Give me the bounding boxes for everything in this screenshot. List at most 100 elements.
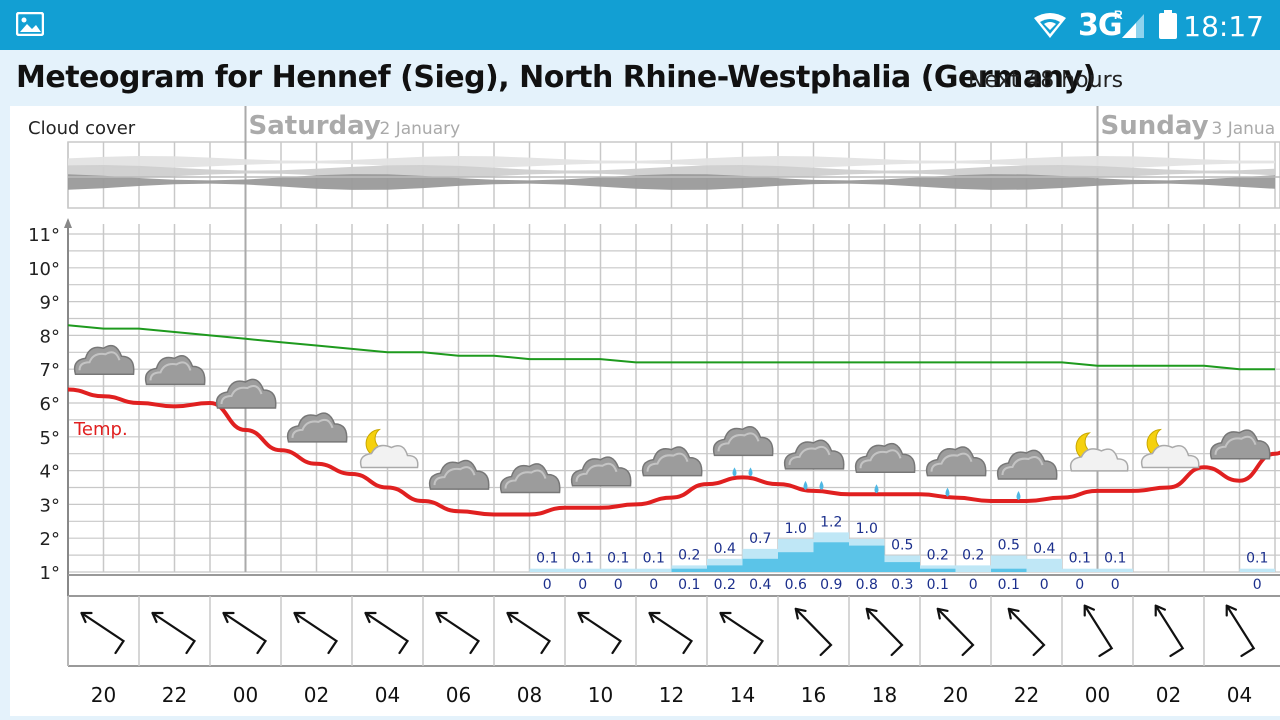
raindrop-icon	[874, 484, 879, 494]
day-name-label: Sunday	[1101, 111, 1209, 141]
y-axis-arrow	[64, 218, 72, 228]
image-icon	[16, 12, 44, 36]
weather-symbol	[783, 439, 845, 490]
precip-min-label: 0	[1111, 577, 1120, 593]
wind-arrow	[364, 611, 410, 655]
weather-symbol	[428, 459, 490, 490]
wind-arrow	[80, 611, 126, 655]
dewpoint-line	[67, 324, 1275, 371]
cloud-icon	[854, 442, 916, 474]
y-tick-label: 7°	[40, 360, 60, 381]
wind-arrow	[648, 611, 694, 655]
precip-max-bar	[1062, 568, 1098, 572]
hour-label: 10	[588, 683, 613, 707]
raindrop-icon	[1016, 491, 1021, 501]
wind-arrow	[1007, 607, 1046, 657]
cloud-cover-label: Cloud cover	[28, 118, 136, 139]
precip-max-label: 0.1	[572, 551, 594, 567]
network-type: 3G	[1078, 8, 1122, 43]
precip-max-label: 1.0	[785, 521, 807, 537]
precip-min-bar	[884, 562, 920, 572]
day-date-label: 3 Janua	[1212, 119, 1276, 139]
cloud-icon	[641, 446, 703, 477]
wind-arrow	[577, 611, 623, 655]
precip-max-label: 0.1	[643, 551, 665, 567]
cloud-icon	[73, 344, 135, 375]
meteogram-panel: Saturday 2 January Sunday 3 Janua Cloud cove…	[0, 106, 1280, 720]
hour-label: 00	[1085, 683, 1110, 707]
cloud-cover-band	[68, 174, 1275, 190]
weather-symbol	[1069, 432, 1129, 472]
precip-max-bar	[529, 568, 565, 572]
cloud-icon	[1140, 444, 1200, 469]
raindrop-icon	[945, 487, 950, 497]
hour-label: 18	[872, 683, 897, 707]
cloud-icon	[712, 425, 774, 457]
precip-max-bar	[991, 555, 1027, 572]
wind-arrow	[794, 607, 833, 657]
precip-min-label: 0	[543, 577, 552, 593]
precip-min-bar	[671, 568, 707, 572]
precip-min-bar	[707, 565, 743, 572]
wind-arrow	[435, 611, 481, 655]
weather-symbol	[73, 344, 135, 375]
weather-symbol	[1140, 428, 1200, 469]
precip-min-bar	[813, 542, 849, 572]
cloud-icon	[996, 449, 1058, 480]
roaming-indicator: R	[1114, 8, 1123, 22]
wind-arrow	[936, 607, 975, 657]
signal-icon	[1122, 14, 1144, 38]
precip-min-bar	[778, 552, 814, 572]
precip-min-label: 0	[1040, 577, 1049, 593]
hour-label: 22	[1014, 683, 1039, 707]
temperature-label: Temp.	[73, 419, 128, 440]
precip-min-label: 0.1	[998, 577, 1020, 593]
y-tick-label: 10°	[28, 259, 60, 280]
precip-min-label: 0.6	[785, 577, 807, 593]
y-tick-label: 5°	[40, 428, 60, 449]
precip-max-label: 1.2	[820, 514, 842, 530]
precip-min-bar	[849, 545, 885, 572]
page-title: Meteogram for Hennef (Sieg), North Rhine…	[16, 60, 1096, 95]
precip-min-bar	[742, 558, 778, 572]
wind-arrow	[293, 611, 339, 655]
precip-min-label: 0	[1075, 577, 1084, 593]
weather-symbol	[215, 378, 277, 409]
hour-label: 04	[1227, 683, 1252, 707]
hour-label: 14	[730, 683, 755, 707]
wind-arrow	[151, 611, 197, 655]
raindrop-icon	[732, 467, 737, 477]
hour-label: 06	[446, 683, 471, 707]
raindrop-icon	[819, 480, 824, 490]
precip-min-label: 0.2	[714, 577, 736, 593]
precip-max-label: 0.4	[714, 541, 736, 557]
weather-symbol	[359, 428, 419, 469]
precip-min-label: 0	[614, 577, 623, 593]
precip-min-label: 0.4	[749, 577, 771, 593]
precip-min-label: 0.9	[820, 577, 842, 593]
y-tick-label: 9°	[40, 293, 60, 314]
hour-label: 22	[162, 683, 187, 707]
precip-max-bar	[955, 565, 991, 572]
precip-min-label: 0	[969, 577, 978, 593]
cloud-icon	[925, 446, 987, 477]
precip-max-label: 0.2	[678, 547, 700, 563]
weather-symbol	[286, 412, 348, 443]
day-date-label: 2 January	[380, 119, 461, 139]
page-subtitle: Next 48 hours	[968, 68, 1124, 93]
hour-label: 20	[943, 683, 968, 707]
precip-max-bar	[565, 568, 601, 572]
cloud-icon	[359, 444, 419, 469]
precip-max-label: 0.5	[891, 538, 913, 554]
weather-symbol	[925, 446, 987, 497]
hour-label: 02	[1156, 683, 1181, 707]
precip-max-bar	[1026, 558, 1062, 572]
hour-label: 00	[233, 683, 258, 707]
precip-max-label: 0.1	[1069, 551, 1091, 567]
wind-arrow	[1225, 604, 1256, 658]
precip-max-bar	[600, 568, 636, 572]
precip-max-label: 0.4	[1033, 541, 1055, 557]
cloud-icon	[286, 412, 348, 443]
weather-symbol	[712, 425, 774, 477]
